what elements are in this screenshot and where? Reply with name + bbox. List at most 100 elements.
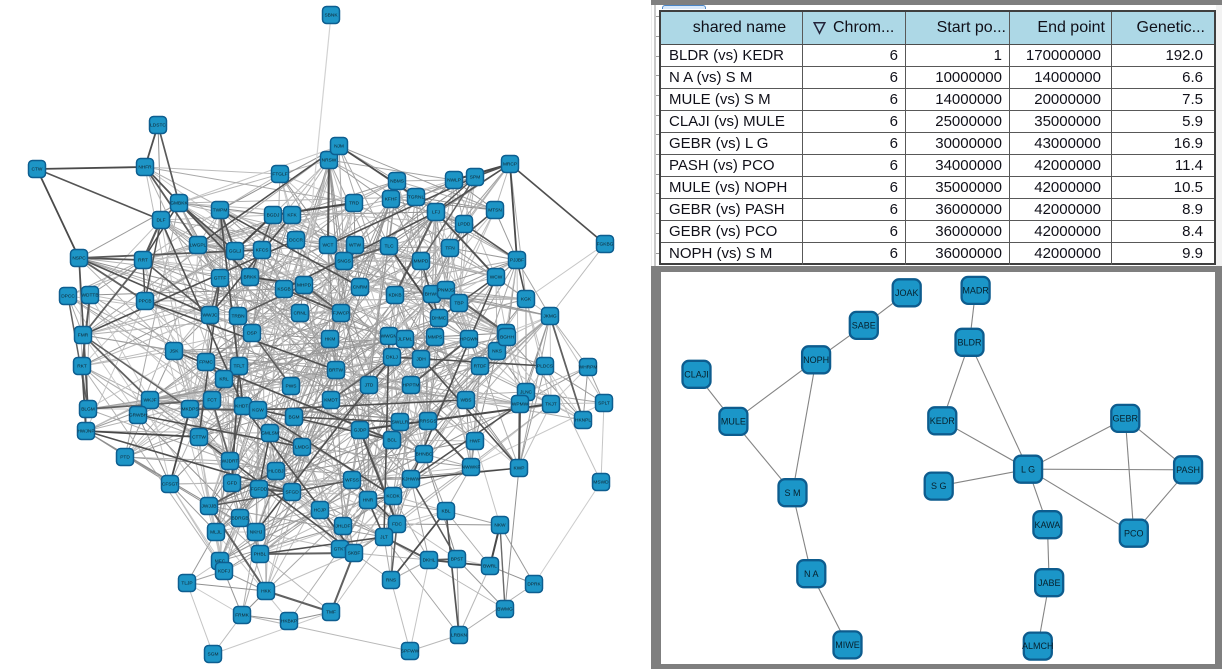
svg-text:BRKK: BRKK — [243, 275, 257, 281]
svg-text:JDH: JDH — [416, 357, 426, 363]
svg-text:BWMG: BWMG — [497, 607, 513, 613]
svg-text:LDSTC: LDSTC — [150, 123, 166, 129]
svg-text:KGW: KGW — [252, 408, 264, 414]
svg-text:CLAJI: CLAJI — [684, 369, 709, 379]
svg-text:BGHH: BGHH — [500, 335, 514, 341]
svg-text:KDFJ: KDFJ — [218, 569, 231, 575]
svg-text:PTD: PTD — [120, 455, 130, 461]
svg-text:NKS: NKS — [492, 349, 502, 355]
svg-text:HKNPL: HKNPL — [575, 418, 591, 424]
svg-text:TBP: TBP — [454, 301, 463, 307]
svg-text:KFHF: KFHF — [385, 197, 398, 203]
svg-text:NWWKF: NWWKF — [462, 465, 481, 471]
svg-text:FTGLF: FTGLF — [272, 172, 287, 178]
svg-text:TKJT: TKJT — [545, 402, 557, 408]
svg-text:GGLJ: GGLJ — [229, 249, 242, 255]
svg-text:LWGPL: LWGPL — [190, 243, 207, 249]
svg-text:BGM: BGM — [289, 415, 300, 421]
svg-text:NBMS: NBMS — [390, 179, 404, 185]
svg-text:MRCP: MRCP — [503, 162, 517, 168]
svg-text:HPGWN: HPGWN — [460, 337, 479, 343]
svg-text:DHMC: DHMC — [432, 316, 447, 322]
svg-text:JSK: JSK — [170, 349, 180, 355]
svg-text:WFSS: WFSS — [345, 478, 359, 484]
svg-text:KHDTJ: KHDTJ — [235, 404, 251, 410]
svg-text:FRMK: FRMK — [235, 613, 249, 619]
svg-text:SPFWW: SPFWW — [401, 649, 420, 655]
svg-text:FDC: FDC — [392, 522, 402, 528]
svg-text:NOPH: NOPH — [803, 355, 829, 365]
svg-text:BPST: BPST — [451, 557, 464, 563]
svg-text:BHNBC: BHNBC — [416, 452, 433, 458]
svg-text:JABE: JABE — [1038, 578, 1061, 588]
svg-text:SKBF: SKBF — [348, 551, 361, 557]
svg-text:BLDR: BLDR — [957, 337, 982, 347]
svg-text:NSPC: NSPC — [72, 256, 86, 262]
svg-text:JKMG: JKMG — [543, 314, 557, 320]
svg-text:BRTW: BRTW — [329, 368, 344, 374]
svg-text:GEBR: GEBR — [1113, 414, 1139, 424]
svg-text:HPPTM: HPPTM — [403, 383, 420, 389]
svg-text:TRD: TRD — [349, 201, 359, 207]
svg-text:GTKT: GTKT — [334, 547, 347, 553]
svg-text:DPRK: DPRK — [527, 582, 541, 588]
svg-text:HLCBJ: HLCBJ — [268, 469, 284, 475]
svg-text:TLJP: TLJP — [181, 581, 192, 587]
svg-text:CRNL: CRNL — [293, 311, 306, 317]
svg-text:MLJL: MLJL — [210, 530, 222, 536]
svg-text:CFSGT: CFSGT — [162, 482, 178, 488]
svg-text:DLF: DLF — [156, 218, 165, 224]
svg-text:SWLLR: SWLLR — [392, 420, 409, 426]
svg-text:MULE: MULE — [721, 417, 746, 427]
svg-text:MMPS: MMPS — [428, 335, 442, 341]
svg-text:HNR: HNR — [363, 498, 374, 504]
svg-text:NRSW: NRSW — [322, 158, 337, 164]
svg-text:GJDP: GJDP — [354, 428, 367, 434]
svg-text:HKM: HKM — [325, 337, 336, 343]
svg-text:MADR: MADR — [962, 286, 989, 296]
svg-text:FPMC: FPMC — [199, 360, 213, 366]
svg-text:BCL: BCL — [387, 438, 397, 444]
svg-text:RKT: RKT — [77, 364, 87, 370]
svg-text:SFGD: SFGD — [285, 490, 299, 496]
svg-text:GMBKK: GMBKK — [170, 201, 188, 207]
svg-text:HCJP: HCJP — [314, 508, 327, 514]
svg-text:JWJJB: JWJJB — [202, 504, 217, 510]
svg-text:TRBN: TRBN — [231, 314, 245, 320]
svg-text:PNMJS: PNMJS — [438, 288, 454, 294]
svg-text:KGK: KGK — [521, 297, 532, 303]
svg-text:HWJNP: HWJNP — [77, 429, 94, 435]
svg-text:GMLSM: GMLSM — [261, 431, 279, 437]
svg-text:HKK: HKK — [261, 589, 272, 595]
svg-text:ALMCH: ALMCH — [1022, 641, 1054, 651]
svg-text:FJWCP: FJWCP — [333, 311, 350, 317]
svg-text:KJHWW: KJHWW — [402, 477, 421, 483]
svg-text:MHPD: MHPD — [297, 283, 312, 289]
svg-text:KWP: KWP — [514, 466, 525, 472]
svg-text:WPMW: WPMW — [512, 402, 529, 408]
svg-text:WTW: WTW — [349, 243, 361, 249]
svg-text:SGM: SGM — [208, 652, 219, 658]
svg-text:JOAK: JOAK — [895, 288, 919, 298]
svg-text:SPM: SPM — [470, 175, 480, 181]
svg-text:TWPM: TWPM — [213, 208, 228, 214]
svg-text:WCW: WCW — [490, 275, 503, 281]
svg-text:BDRGB: BDRGB — [231, 516, 248, 522]
svg-text:WHRPM: WHRPM — [579, 365, 598, 371]
svg-text:TLC: TLC — [384, 244, 394, 250]
svg-text:CTW: CTW — [32, 167, 43, 173]
svg-text:DKLJ: DKLJ — [386, 355, 398, 361]
svg-text:PJJBF: PJJBF — [510, 258, 524, 264]
svg-text:TGRNL: TGRNL — [408, 195, 425, 201]
svg-text:JLNC: JLNC — [520, 390, 533, 396]
svg-text:BLGM: BLGM — [81, 407, 95, 413]
svg-text:BGDJ: BGDJ — [267, 213, 280, 219]
svg-text:TMF: TMF — [326, 610, 336, 616]
svg-text:KRL: KRL — [219, 377, 229, 383]
svg-text:WKJF: WKJF — [143, 398, 156, 404]
svg-text:PLDCS: PLDCS — [537, 364, 553, 370]
svg-text:SBNK: SBNK — [324, 13, 338, 19]
svg-text:CTTW: CTTW — [192, 435, 206, 441]
svg-text:KMDT: KMDT — [324, 398, 338, 404]
svg-text:KSGB: KSGB — [277, 287, 290, 293]
